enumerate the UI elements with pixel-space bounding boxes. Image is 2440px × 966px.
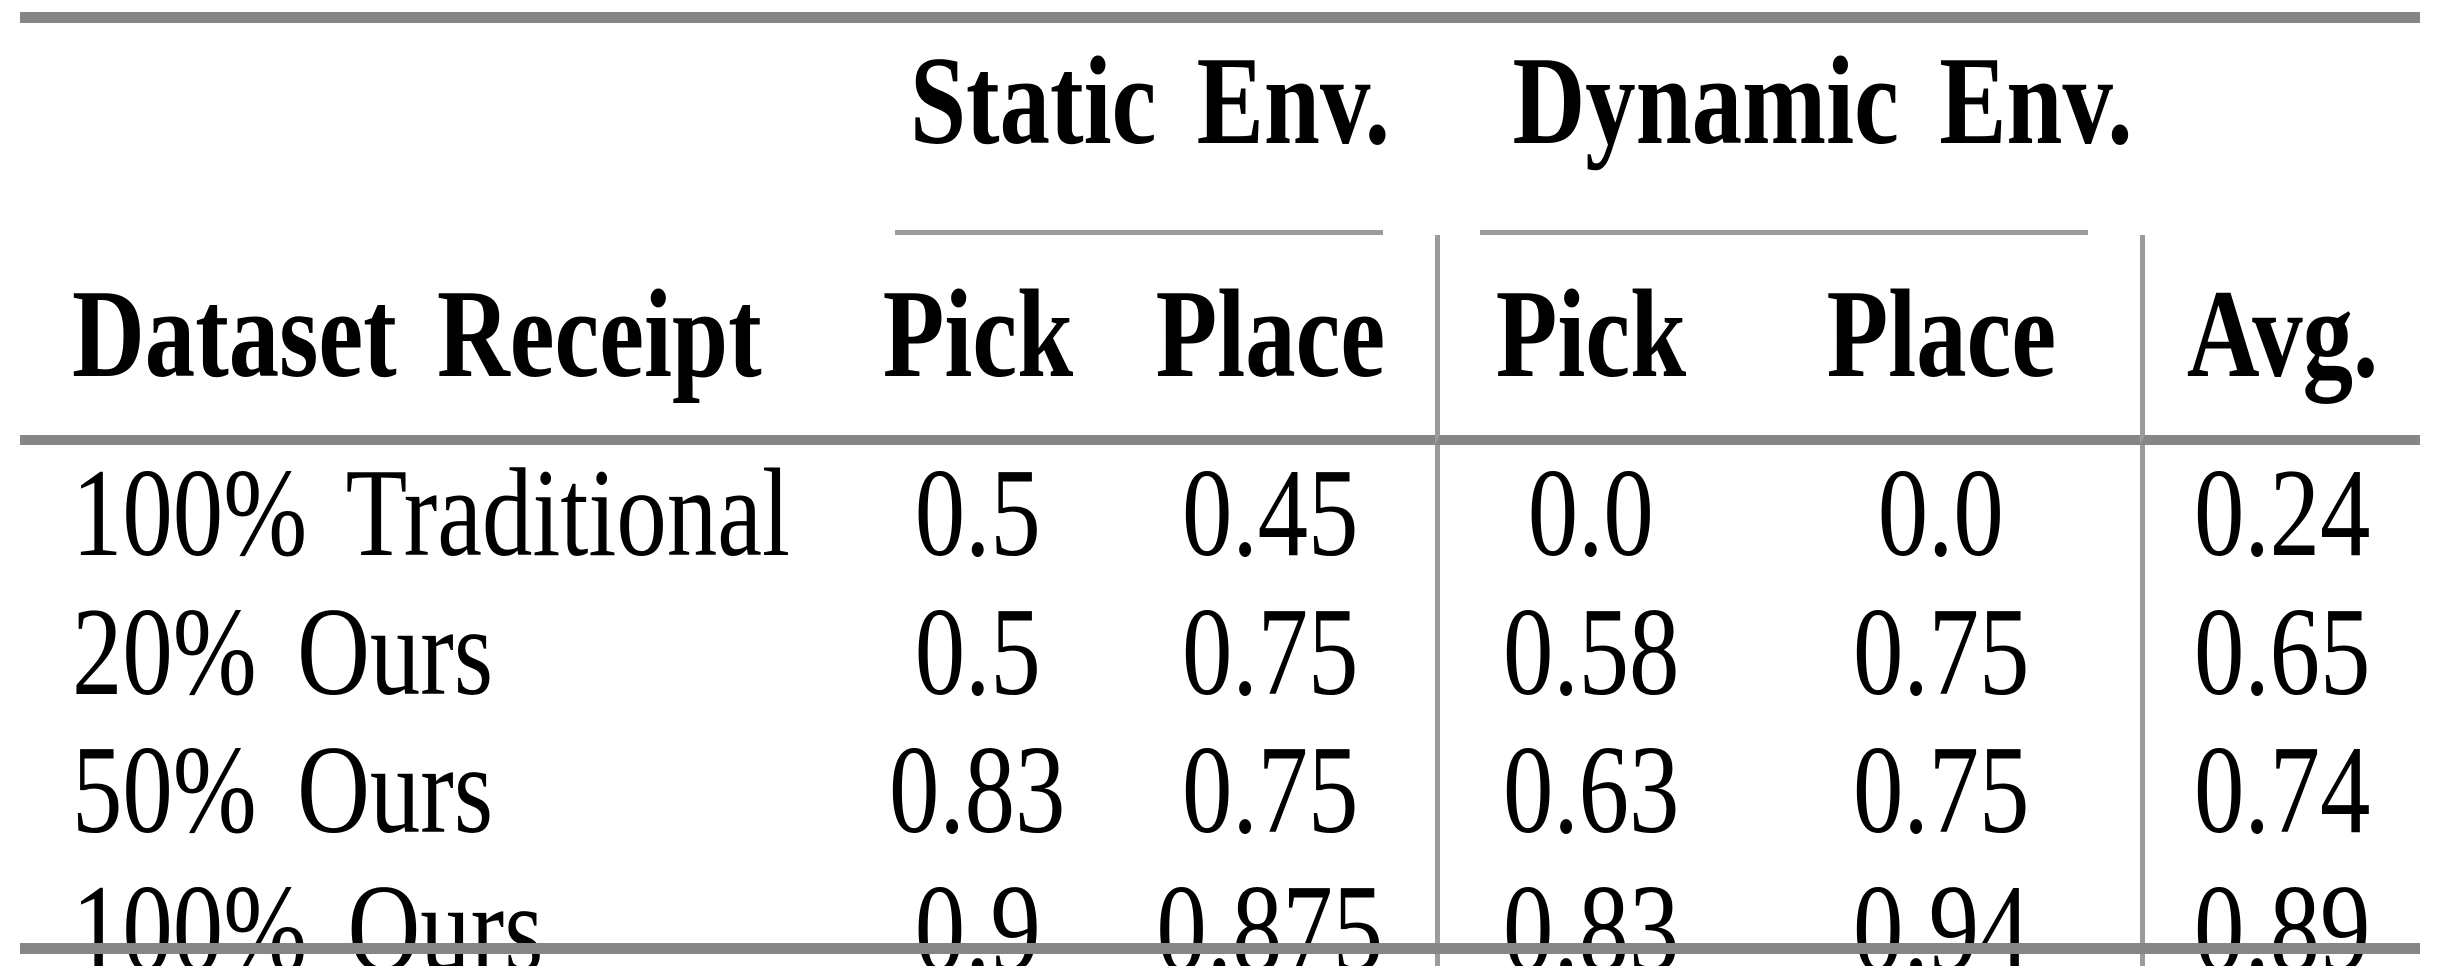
static-env-label: Static Env. [910, 32, 1390, 171]
cell-avg: 0.65 [2140, 583, 2420, 723]
dynamic-place-header: Place [1742, 235, 2140, 445]
cell-dynamic-place: 0.75 [1852, 582, 2030, 722]
cell-dynamic-place: 0.75 [1852, 721, 2030, 861]
table-row: 100% Traditional 0.5 0.45 0.0 0.0 0.24 [20, 444, 2420, 584]
row-label-header: Dataset Receipt [20, 235, 850, 445]
cell-avg: 0.74 [2140, 722, 2420, 861]
row-label: 100% Traditional [72, 444, 790, 583]
static-pick-header: Pick [850, 235, 1105, 445]
group-header-row: Static Env. Dynamic Env. [20, 23, 2420, 235]
row-label: 20% Ours [72, 582, 494, 722]
dynamic-pick-header: Pick [1435, 235, 1742, 445]
column-header-row: Dataset Receipt Pick Place Pick Place Av… [20, 235, 2420, 445]
cell-static-pick: 0.83 [889, 721, 1066, 861]
cell-dynamic-pick: 0.0 [1435, 444, 1742, 584]
cell-static-pick: 0.5 [914, 444, 1041, 583]
cell-static-place: 0.45 [1181, 444, 1359, 583]
cell-dynamic-pick: 0.63 [1435, 722, 1742, 861]
cell-avg: 0.24 [2140, 444, 2420, 584]
row-label: 50% Ours [72, 721, 494, 861]
cell-dynamic-place: 0.0 [1878, 444, 2004, 583]
group-header-spacer [2140, 23, 2420, 235]
avg-header: Avg. [2140, 235, 2420, 445]
cell-dynamic-pick: 0.58 [1435, 583, 1742, 723]
static-env-underline [895, 230, 1383, 235]
bottom-rule [20, 943, 2420, 954]
results-table: Static Env. Dynamic Env. Dataset Receipt… [20, 23, 2420, 966]
cell-static-place: 0.75 [1181, 721, 1359, 861]
cell-static-pick: 0.5 [914, 582, 1041, 722]
dynamic-env-group-header: Dynamic Env. [1435, 23, 2140, 235]
cell-static-place: 0.75 [1181, 582, 1359, 722]
dynamic-env-underline [1480, 230, 2088, 235]
top-rule [20, 12, 2420, 23]
static-env-group-header: Static Env. [850, 23, 1435, 235]
table-row: 20% Ours 0.5 0.75 0.58 0.75 0.65 [20, 582, 2420, 723]
static-place-header: Place [1105, 235, 1435, 445]
table-row: 100% Ours 0.9 0.875 0.83 0.94 0.89 [20, 860, 2420, 966]
table-row: 50% Ours 0.83 0.75 0.63 0.75 0.74 [20, 722, 2420, 861]
group-header-spacer [20, 23, 850, 235]
dynamic-env-label: Dynamic Env. [1512, 32, 2133, 171]
